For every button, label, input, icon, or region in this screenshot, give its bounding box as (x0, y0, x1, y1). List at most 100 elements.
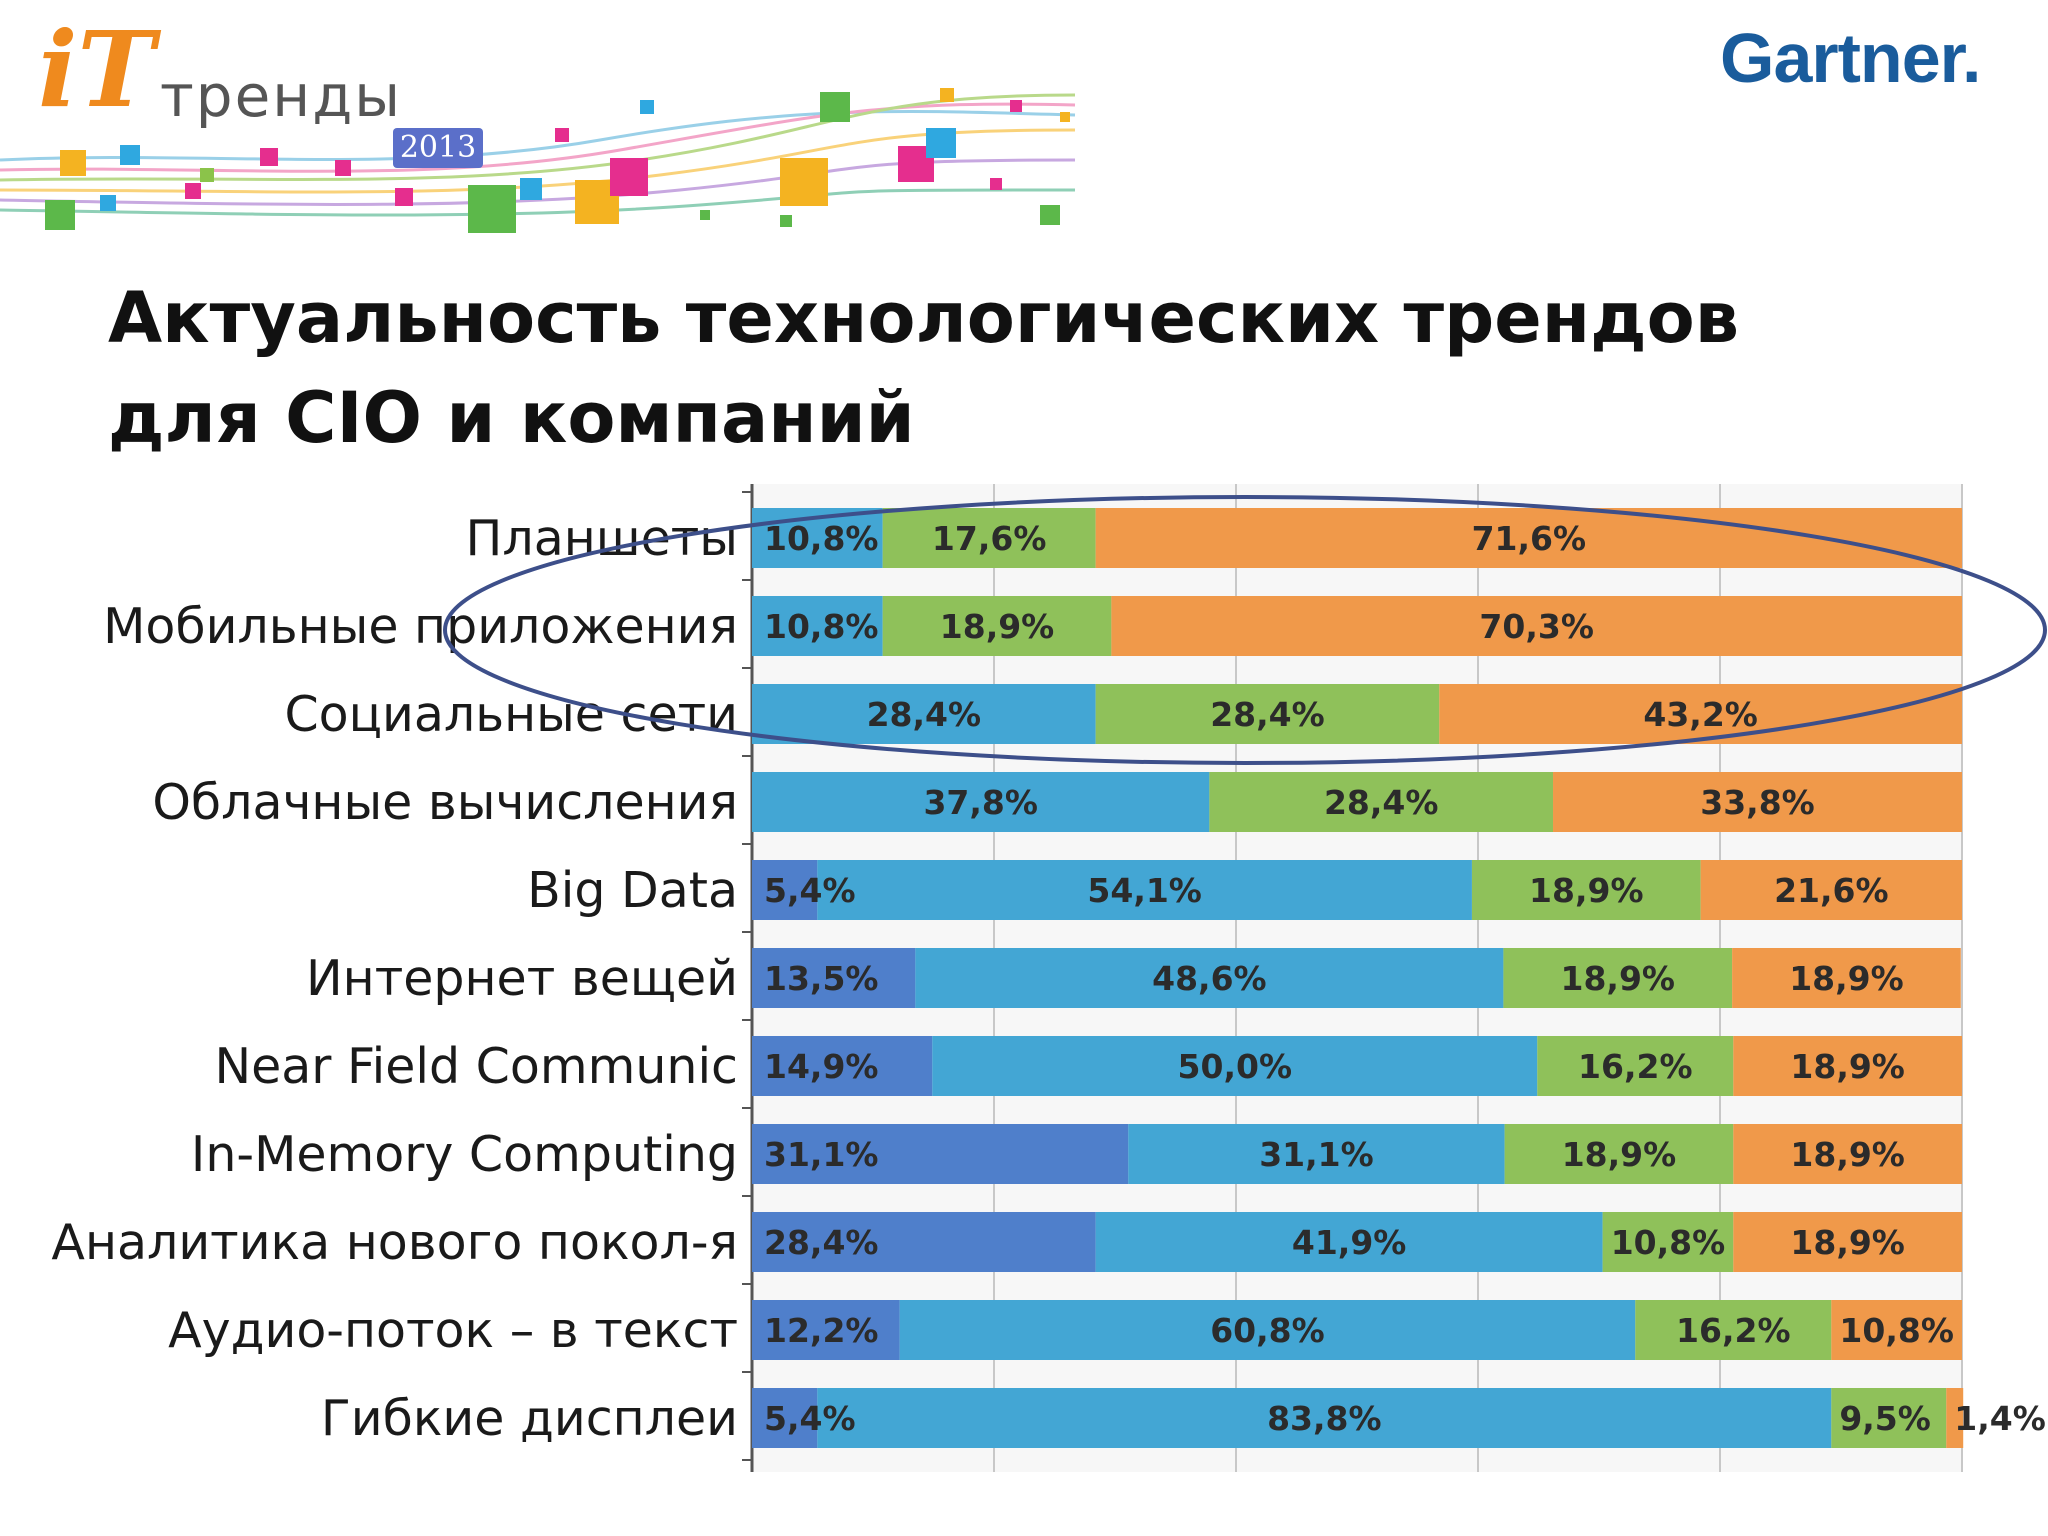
bar-segment (1831, 1300, 1962, 1360)
data-label: 5,4% (764, 871, 856, 910)
category-label: Облачные вычисления (152, 774, 738, 831)
data-label: 21,6% (1774, 871, 1889, 910)
bar-segment (752, 1036, 933, 1096)
bar-segment (1553, 772, 1962, 832)
data-label: 16,2% (1578, 1047, 1693, 1086)
data-label: 18,9% (1790, 1047, 1905, 1086)
header-banner: iT тренды 2013 Gartner. (0, 0, 2048, 250)
bar-segment (882, 596, 1112, 656)
data-label: 1,4% (1954, 1399, 2046, 1438)
category-label: Социальные сети (284, 686, 738, 743)
data-label: 28,4% (764, 1223, 879, 1262)
data-label: 18,9% (940, 607, 1055, 646)
data-label: 31,1% (1259, 1135, 1374, 1174)
bar-segment (752, 860, 818, 920)
logo-year-badge: 2013 (393, 128, 483, 168)
category-label: Планшеты (466, 510, 738, 567)
data-label: 50,0% (1178, 1047, 1293, 1086)
data-label: 18,9% (1561, 959, 1676, 998)
data-label: 10,8% (764, 519, 879, 558)
bar-segment (1537, 1036, 1734, 1096)
data-label: 18,9% (1529, 871, 1644, 910)
data-label: 18,9% (1790, 1135, 1905, 1174)
bar-segment (817, 860, 1472, 920)
category-label: Аналитика нового покол-я (51, 1214, 738, 1271)
bar-segment (1732, 948, 1961, 1008)
data-label: 28,4% (1324, 783, 1439, 822)
bar-segment (1095, 684, 1440, 744)
bar-segment (1471, 860, 1701, 920)
category-label: Интернет вещей (306, 950, 738, 1007)
bar-segment (1504, 1124, 1734, 1184)
bar-segment (915, 948, 1504, 1008)
bar-segment (1602, 1212, 1734, 1272)
bar-segment (752, 1124, 1129, 1184)
bar-segment (1503, 948, 1733, 1008)
data-label: 14,9% (764, 1047, 879, 1086)
data-label: 10,8% (764, 607, 879, 646)
data-label: 18,9% (1789, 959, 1904, 998)
category-label: In-Memory Computing (191, 1126, 738, 1183)
category-label: Big Data (527, 862, 738, 919)
value-labels: 10,8% 17,6% 71,6% 10,8% 18,9% 70,3% 28,4% 28,4%… (764, 519, 2046, 1438)
data-label: 9,5% (1839, 1399, 1931, 1438)
bar-segment (752, 1212, 1096, 1272)
data-label: 12,2% (764, 1311, 879, 1350)
bar-segment (1209, 772, 1554, 832)
data-label: 83,8% (1267, 1399, 1382, 1438)
gartner-logo: Gartner. (1720, 19, 1981, 97)
data-label: 28,4% (867, 695, 982, 734)
category-label: Гибкие дисплеи (321, 1390, 738, 1447)
data-label: 17,6% (932, 519, 1047, 558)
data-label: 70,3% (1479, 607, 1594, 646)
bar-segment (752, 948, 916, 1008)
data-label: 60,8% (1210, 1311, 1325, 1350)
highlight-ellipse (443, 495, 2047, 765)
banner-decoration (0, 88, 1076, 233)
data-label: 18,9% (1562, 1135, 1677, 1174)
bar-segment (1733, 1212, 1962, 1272)
bar-segment (1700, 860, 1962, 920)
data-label: 48,6% (1152, 959, 1267, 998)
logo-text: тренды (160, 62, 403, 130)
data-label: 41,9% (1292, 1223, 1407, 1262)
bar-segment (1733, 1036, 1962, 1096)
data-label: 10,8% (1611, 1223, 1726, 1262)
bar-segment (752, 684, 1096, 744)
logo-it-mark: iT (38, 8, 155, 131)
data-label: 16,2% (1676, 1311, 1791, 1350)
bar-segment (1635, 1300, 1832, 1360)
bar-segment (1128, 1124, 1505, 1184)
data-label: 43,2% (1643, 695, 1758, 734)
bar-segment (1111, 596, 1962, 656)
bar-segment (1733, 1124, 1962, 1184)
data-label: 10,8% (1839, 1311, 1954, 1350)
page-title: Актуальность технологических трендов для… (108, 277, 1739, 459)
category-label: Аудио-поток – в текст (168, 1302, 738, 1359)
data-label: 18,9% (1790, 1223, 1905, 1262)
bar-segment (817, 1388, 1832, 1448)
data-label: 37,8% (923, 783, 1038, 822)
data-label: 13,5% (764, 959, 879, 998)
data-label: 5,4% (764, 1399, 856, 1438)
data-label: 54,1% (1087, 871, 1202, 910)
bar-segment (1095, 1212, 1603, 1272)
bar-segment (752, 772, 1210, 832)
stacked-bar-chart: Планшеты Мобильные приложения Социальные с… (51, 484, 2047, 1472)
category-labels: Планшеты Мобильные приложения Социальные с… (51, 510, 738, 1447)
bar-segment (752, 1388, 818, 1448)
bar-segment (932, 1036, 1538, 1096)
category-label: Near Field Communic (214, 1038, 738, 1095)
chart-bars (752, 508, 1964, 1448)
data-label: 71,6% (1472, 519, 1587, 558)
bar-segment (882, 508, 1096, 568)
data-label: 33,8% (1700, 783, 1815, 822)
bar-segment (1831, 1388, 1947, 1448)
bar-segment (752, 1300, 900, 1360)
category-label: Мобильные приложения (103, 598, 738, 655)
bar-segment (752, 596, 883, 656)
bar-segment (1946, 1388, 1964, 1448)
bar-segment (899, 1300, 1636, 1360)
data-label: 31,1% (764, 1135, 879, 1174)
data-label: 28,4% (1210, 695, 1325, 734)
